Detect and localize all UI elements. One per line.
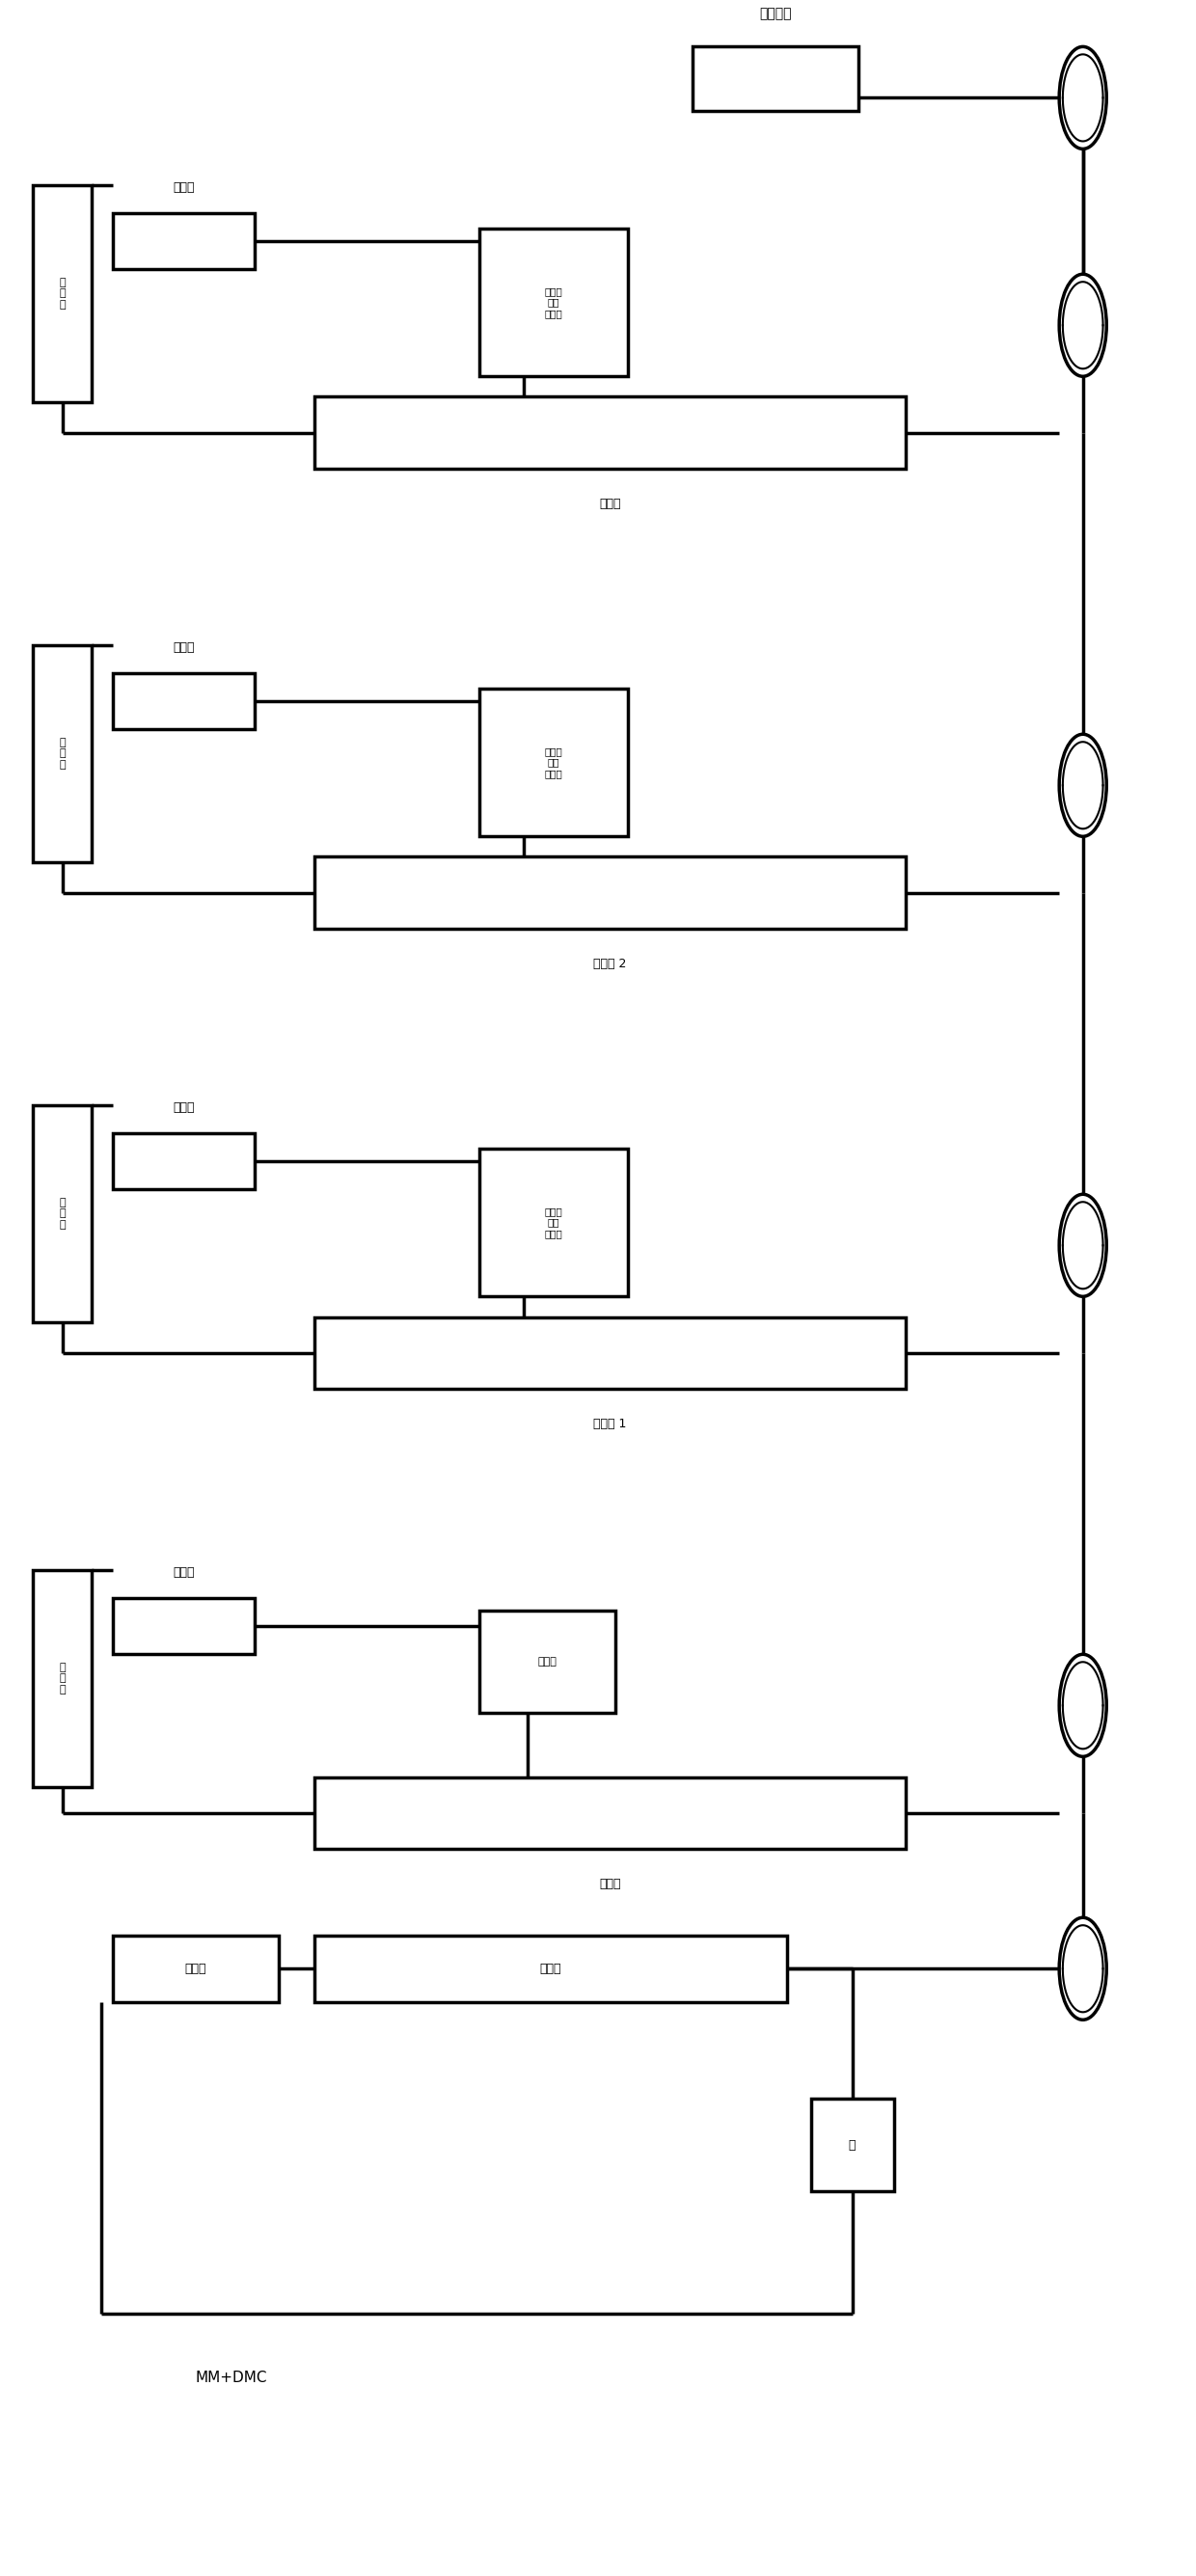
Circle shape [1060, 1195, 1106, 1296]
Text: 过滤器
二水
分离器: 过滤器 二水 分离器 [544, 747, 562, 778]
Text: 过滤器
回流
分离器: 过滤器 回流 分离器 [544, 1206, 562, 1239]
Text: 混合器: 混合器 [538, 1656, 557, 1667]
Bar [315, 1777, 905, 1850]
Bar [114, 1133, 255, 1190]
Text: 过滤罐: 过滤罐 [539, 1963, 562, 1976]
Text: 回流罐: 回流罐 [173, 180, 195, 193]
Text: 回流罐: 回流罐 [173, 641, 195, 654]
Bar [315, 397, 905, 469]
Text: 泵: 泵 [849, 2138, 856, 2151]
Bar [32, 1105, 92, 1321]
Bar [315, 858, 905, 927]
Bar [480, 1610, 616, 1713]
Circle shape [1060, 734, 1106, 837]
Text: 过滤器
加水
分离器: 过滤器 加水 分离器 [544, 286, 562, 319]
Bar [315, 1935, 787, 2002]
Circle shape [1060, 273, 1106, 376]
Text: 冷
凝
器: 冷 凝 器 [59, 1662, 66, 1695]
Circle shape [1060, 1917, 1106, 2020]
Bar [480, 1149, 628, 1296]
Text: 冷
凝
器: 冷 凝 器 [59, 1198, 66, 1229]
Bar [114, 1597, 255, 1654]
Text: 冷
凝
器: 冷 凝 器 [59, 278, 66, 309]
Text: 裂解气罐: 裂解气罐 [759, 8, 792, 21]
Text: 回流罐: 回流罐 [173, 1566, 195, 1579]
Bar [32, 185, 92, 402]
Bar [32, 644, 92, 863]
Text: 回流罐: 回流罐 [173, 1100, 195, 1113]
Text: 冷
凝
器: 冷 凝 器 [59, 737, 66, 770]
Text: 反应塔: 反应塔 [599, 1878, 621, 1891]
Text: MM+DMC: MM+DMC [195, 2370, 268, 2385]
Text: 消更塔: 消更塔 [599, 497, 621, 510]
Bar [692, 46, 859, 111]
Bar [114, 1935, 279, 2002]
Bar [480, 229, 628, 376]
Bar [32, 1569, 92, 1788]
Text: 分留塔 1: 分留塔 1 [593, 1417, 627, 1430]
Bar [315, 1316, 905, 1388]
Circle shape [1060, 1654, 1106, 1757]
Bar [480, 688, 628, 837]
Bar [114, 214, 255, 268]
Bar [811, 2099, 893, 2192]
Bar [114, 672, 255, 729]
Text: 分留塔 2: 分留塔 2 [593, 958, 627, 971]
Circle shape [1060, 46, 1106, 149]
Text: 混合罐: 混合罐 [185, 1963, 207, 1976]
